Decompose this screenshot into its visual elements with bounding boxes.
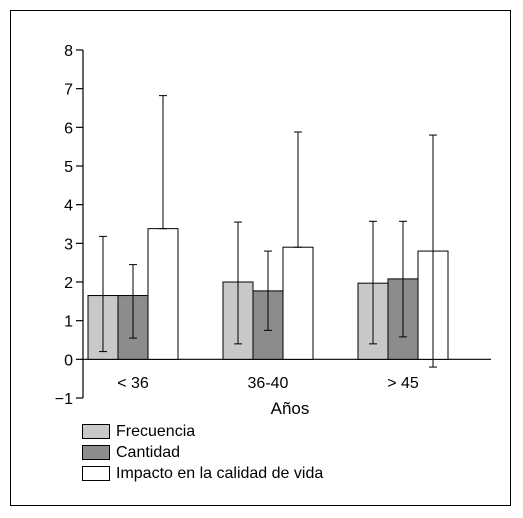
- bar: [282, 246, 314, 360]
- chart-labels: −1 0 1 2 3 4 5 6 7 8 < 36 36-40 > 45 Años: [55, 43, 419, 418]
- legend-item-cantidad: Cantidad: [82, 442, 323, 463]
- y-tick-label: 5: [64, 159, 73, 176]
- x-tick-label: 36-40: [248, 375, 289, 392]
- legend-swatch-cantidad: [82, 445, 110, 460]
- y-tick-label: 3: [64, 236, 73, 253]
- y-tick-label: 0: [64, 352, 73, 369]
- legend-item-impacto: Impacto en la calidad de vida: [82, 463, 323, 484]
- legend-label-cantidad: Cantidad: [116, 443, 181, 461]
- figure-frame: [10, 10, 511, 506]
- x-axis-title: Años: [271, 399, 310, 418]
- legend-swatch-impacto: [82, 466, 110, 481]
- y-tick-label: −1: [55, 391, 73, 408]
- chart-legend: Frecuencia Cantidad Impacto en la calida…: [82, 421, 323, 484]
- legend-swatch-frecuencia: [82, 424, 110, 439]
- y-tick-label: 2: [64, 275, 73, 292]
- bar: [147, 228, 179, 360]
- y-tick-label: 7: [64, 82, 73, 99]
- y-tick-label: 6: [64, 120, 73, 137]
- y-tick-label: 8: [64, 43, 73, 60]
- x-tick-label: > 45: [387, 375, 419, 392]
- y-tick-label: 1: [64, 314, 73, 331]
- legend-label-frecuencia: Frecuencia: [116, 422, 196, 440]
- chart-error-bars: [99, 95, 437, 368]
- y-tick-label: 4: [64, 198, 73, 215]
- x-tick-label: < 36: [117, 375, 149, 392]
- legend-item-frecuencia: Frecuencia: [82, 421, 323, 442]
- legend-label-impacto: Impacto en la calidad de vida: [116, 464, 324, 482]
